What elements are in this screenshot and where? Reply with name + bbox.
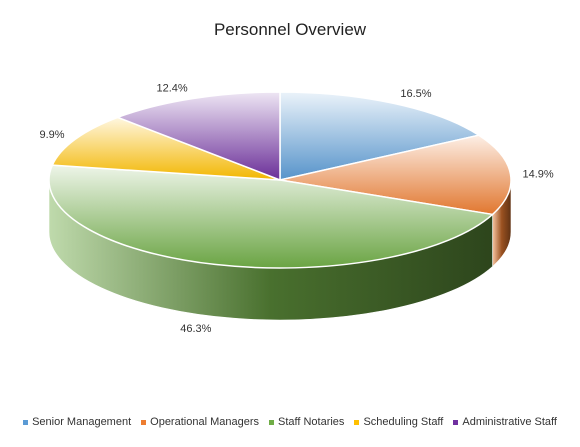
- pie-slice-senior-management: [279, 91, 480, 181]
- legend-item-scheduling-staff: Scheduling Staff: [354, 416, 443, 428]
- chart-title: Personnel Overview: [213, 20, 367, 39]
- pie-slice-staff-notaries: [48, 164, 494, 269]
- legend-label: Senior Management: [32, 416, 132, 428]
- legend-label: Administrative Staff: [462, 416, 557, 428]
- data-label-senior-management: 16.5%: [400, 88, 431, 100]
- legend-item-staff-notaries: Staff Notaries: [268, 416, 345, 428]
- data-label-scheduling-staff: 9.9%: [39, 129, 64, 141]
- legend-item-operational-managers: Operational Managers: [141, 416, 259, 428]
- legend-swatch: [453, 419, 459, 425]
- data-label-operational-managers: 14.9%: [522, 168, 553, 180]
- pie-slice-scheduling-staff: [51, 116, 281, 181]
- legend-swatch: [354, 419, 360, 425]
- legend-label: Operational Managers: [150, 416, 259, 428]
- legend-swatch: [268, 419, 274, 425]
- legend-label: Scheduling Staff: [363, 416, 444, 428]
- pie-slice-operational-managers: [279, 134, 512, 216]
- data-label-staff-notaries: 46.3%: [180, 323, 211, 335]
- legend-item-administrative-staff: Administrative Staff: [453, 416, 557, 428]
- legend-swatch: [23, 419, 29, 425]
- legend-item-senior-management: Senior Management: [23, 416, 131, 428]
- legend-swatch: [141, 419, 147, 425]
- pie-top-layer: [48, 91, 512, 269]
- pie-slice-administrative-staff: [116, 91, 281, 181]
- data-labels: 16.5% 14.9% 46.3% 9.9% 12.4%: [39, 82, 553, 334]
- legend-label: Staff Notaries: [277, 416, 345, 428]
- legend: Senior Management Operational Managers Sta…: [0, 416, 580, 428]
- data-label-administrative-staff: 12.4%: [157, 82, 188, 94]
